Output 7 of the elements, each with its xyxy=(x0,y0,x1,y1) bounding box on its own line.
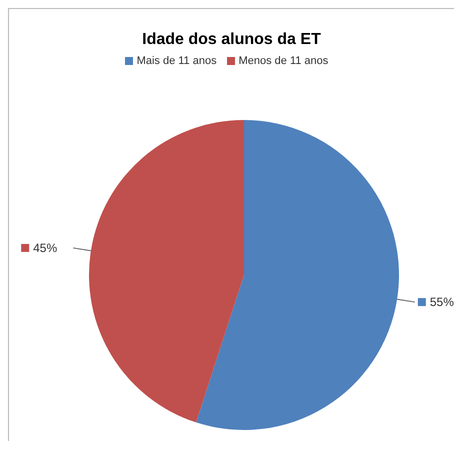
pie-slice xyxy=(89,120,244,422)
legend-label: Mais de 11 anos xyxy=(136,55,217,67)
legend-label: Menos de 11 anos xyxy=(238,55,328,67)
pie-slice xyxy=(196,120,399,430)
chart-title: Idade dos alunos da ET xyxy=(141,30,322,50)
data-label: 45% xyxy=(33,240,58,255)
data-label: 55% xyxy=(430,295,454,310)
